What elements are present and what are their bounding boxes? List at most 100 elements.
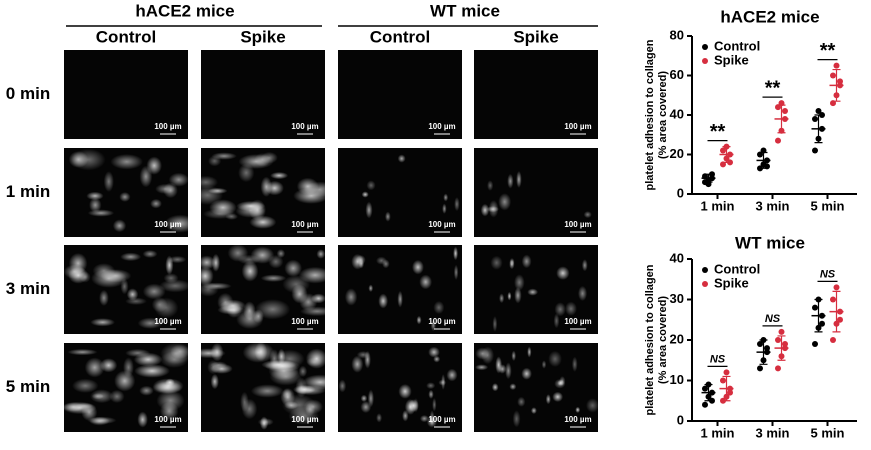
micrograph-signal xyxy=(505,362,512,380)
micrograph-signal xyxy=(112,219,127,233)
legend-label: Control xyxy=(714,261,760,276)
chart-title: WT mice xyxy=(735,233,805,252)
scale-bar-label: 100 µm xyxy=(564,122,591,131)
micrograph-signal xyxy=(235,203,266,218)
micrograph-signal xyxy=(419,414,429,423)
micrograph-signal xyxy=(125,297,147,305)
micrograph-signal xyxy=(72,378,99,393)
sd-bar xyxy=(832,68,841,102)
micrograph-signal xyxy=(491,383,499,392)
micrograph-signal xyxy=(512,410,521,428)
data-point xyxy=(812,115,818,122)
micrograph-signal xyxy=(103,171,114,192)
x-tick-label: 1 min xyxy=(701,425,735,440)
scale-bar-label: 100 µm xyxy=(564,415,591,424)
micrograph-signal xyxy=(284,259,303,277)
micrograph-signal xyxy=(446,368,458,382)
micrograph-signal xyxy=(438,379,447,386)
micrograph-signal xyxy=(397,154,406,163)
micrograph-signal xyxy=(250,246,275,264)
micrograph-signal xyxy=(257,418,274,426)
micrograph-signal xyxy=(412,259,424,275)
row-label: 1 min xyxy=(6,182,50,201)
data-point xyxy=(775,137,781,144)
data-point xyxy=(837,316,843,323)
micrograph-signal xyxy=(509,383,517,391)
micrograph-signal xyxy=(139,385,154,396)
y-tick-label: 40 xyxy=(670,106,684,121)
row-label: 5 min xyxy=(6,377,50,396)
micrograph-signal xyxy=(364,350,371,369)
micrograph-signal xyxy=(255,299,291,320)
data-point xyxy=(830,296,836,303)
scale-bar-label: 100 µm xyxy=(291,220,318,229)
micrograph-signal xyxy=(133,352,163,367)
y-tick-label: 10 xyxy=(670,372,684,387)
micrograph-signal xyxy=(361,191,369,198)
micrograph-signal xyxy=(408,399,419,413)
micrograph-signal xyxy=(225,213,239,220)
micrograph-signal xyxy=(142,250,158,258)
data-point xyxy=(819,320,825,327)
column-label: Spike xyxy=(240,27,285,46)
micrograph-signal xyxy=(249,215,277,229)
micrograph-signal xyxy=(426,382,436,390)
micrograph-signal xyxy=(545,394,551,405)
micrograph-signal xyxy=(507,173,514,189)
column-label: Spike xyxy=(513,27,558,46)
sd-bar xyxy=(814,298,823,333)
micrograph-signal xyxy=(416,315,422,325)
legend-label: Control xyxy=(714,38,760,53)
scale-bar-label: 100 µm xyxy=(428,122,455,131)
micrograph-signal xyxy=(316,249,326,259)
micrograph-signal xyxy=(554,302,566,317)
micrograph-signal xyxy=(384,211,391,222)
x-tick-label: 5 min xyxy=(811,198,845,213)
significance-label: ** xyxy=(820,40,836,62)
data-point xyxy=(775,365,781,372)
sd-bar xyxy=(759,339,768,365)
y-tick-label: 80 xyxy=(670,27,684,42)
sd-bar xyxy=(777,104,786,134)
micrograph-signal xyxy=(159,401,179,421)
data-point xyxy=(830,72,836,79)
x-tick-label: 3 min xyxy=(756,425,790,440)
micrograph-signal xyxy=(254,342,268,362)
sd-bar xyxy=(704,383,713,402)
micrograph xyxy=(201,50,325,139)
micrograph-signal xyxy=(110,154,144,170)
scale-bar-label: 100 µm xyxy=(291,415,318,424)
micrograph-signal xyxy=(577,285,588,302)
data-point xyxy=(812,147,818,154)
sd-bar xyxy=(814,114,823,144)
micrograph-signal xyxy=(521,367,532,380)
group-title: WT mice xyxy=(430,1,500,20)
micrograph-signal xyxy=(119,191,131,202)
micrograph-signal xyxy=(209,199,237,216)
scale-bar-label: 100 µm xyxy=(564,317,591,326)
micrograph-signal xyxy=(303,399,324,415)
y-tick-label: 30 xyxy=(670,291,684,306)
y-tick-label: 20 xyxy=(670,331,684,346)
micrograph-signal xyxy=(293,187,329,204)
significance-label: ** xyxy=(765,77,781,99)
micrograph-signal xyxy=(516,170,522,188)
micrograph-signal xyxy=(378,293,389,309)
micrograph-signal xyxy=(376,413,383,423)
micrograph-signal xyxy=(527,346,532,358)
micrograph-signal xyxy=(454,197,460,212)
micrograph-signal xyxy=(344,288,358,306)
micrograph-signal xyxy=(397,290,403,308)
micrograph-signal xyxy=(146,156,162,175)
legend-label: Spike xyxy=(714,275,749,290)
micrograph-signal xyxy=(565,301,577,316)
data-point xyxy=(723,369,730,376)
data-point xyxy=(720,377,726,384)
micrograph-signal xyxy=(433,355,441,363)
micrograph-signal xyxy=(488,200,499,218)
micrograph-signal xyxy=(402,410,409,422)
micrograph-signal xyxy=(581,259,588,272)
scale-bar-label: 100 µm xyxy=(428,220,455,229)
x-tick-label: 3 min xyxy=(756,198,790,213)
micrograph-signal xyxy=(475,364,489,371)
